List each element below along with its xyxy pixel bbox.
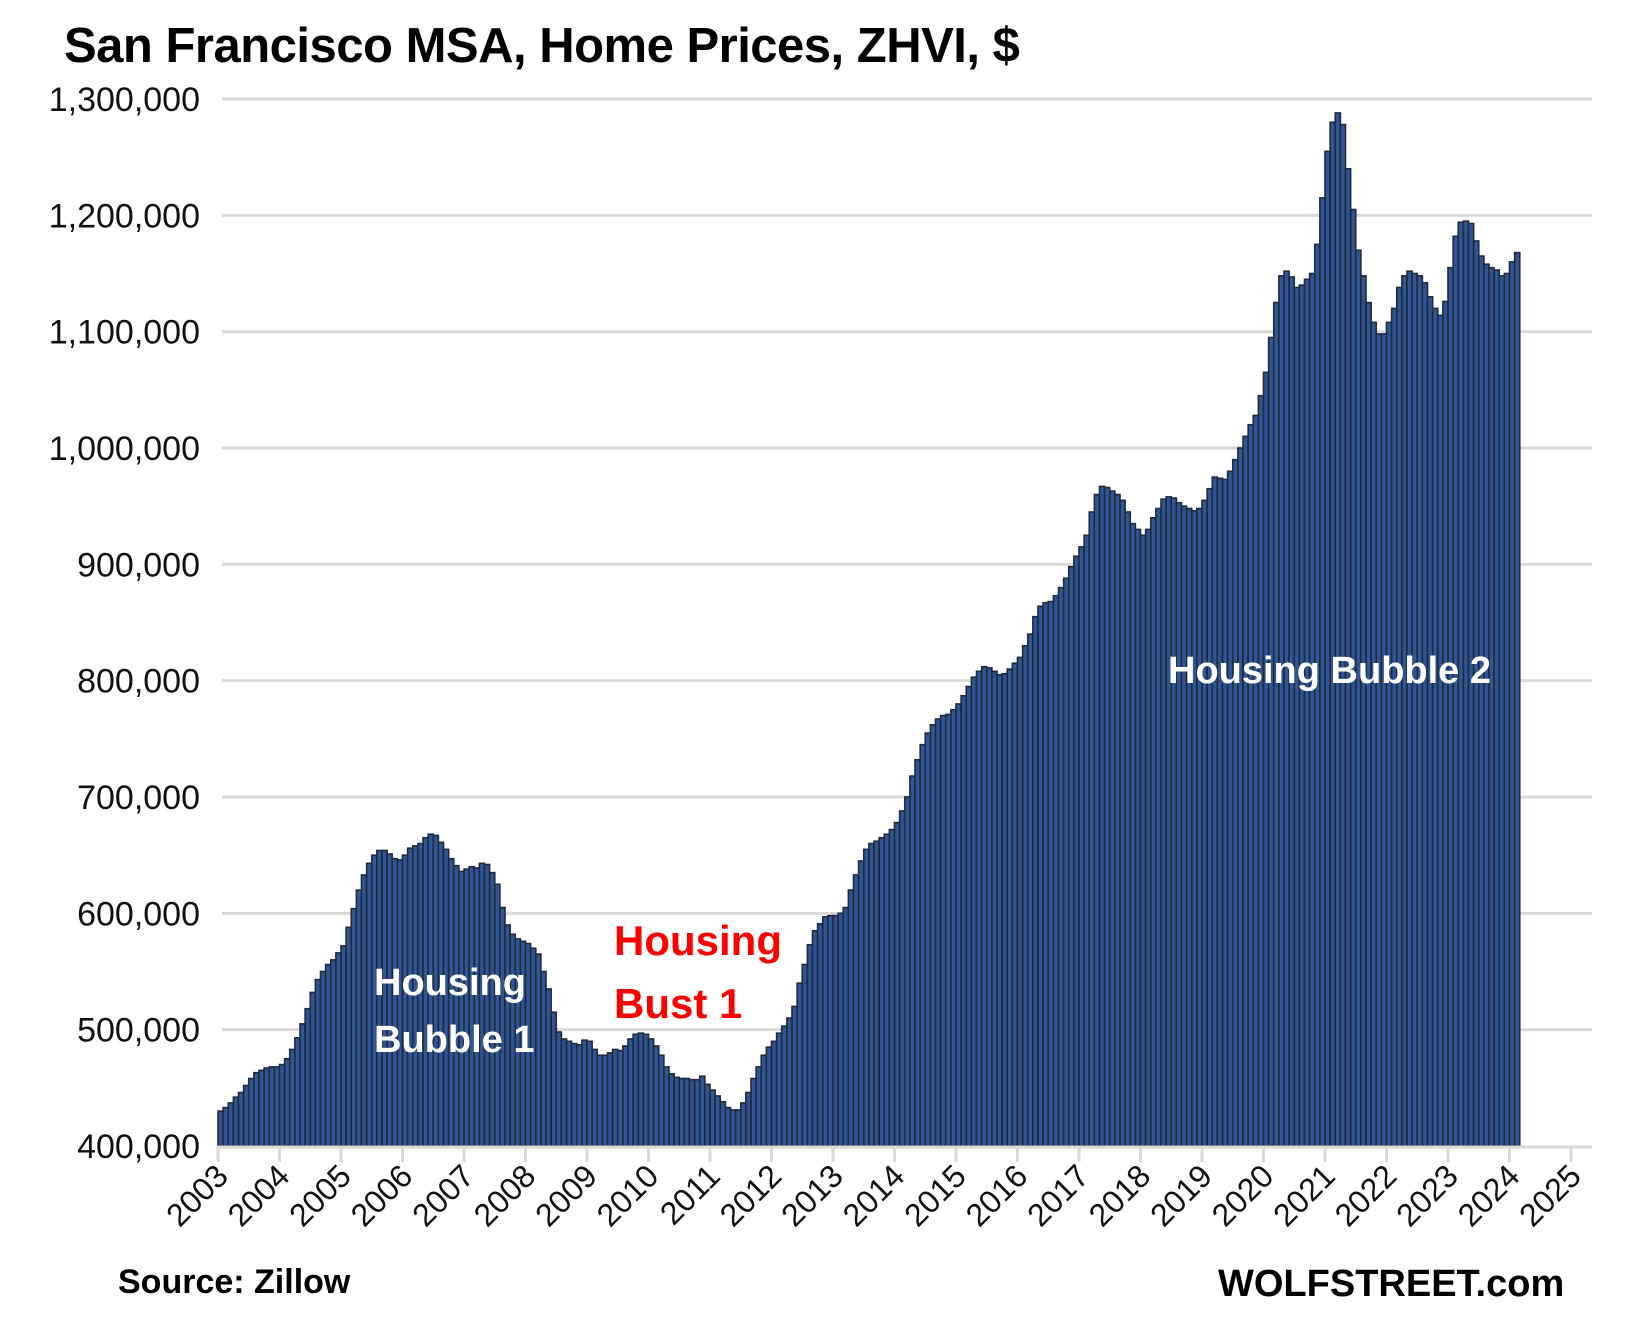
- x-tick-label: 2003: [159, 1157, 235, 1233]
- y-tick-label: 1,100,000: [49, 314, 200, 352]
- y-axis-tick-labels: 400,000 500,000 600,000 700,000 800,000 900,0…: [49, 81, 200, 1166]
- y-tick-label: 800,000: [77, 663, 200, 701]
- x-tick-label: 2014: [836, 1157, 912, 1233]
- x-tick-label: 2025: [1512, 1157, 1588, 1233]
- annotation-housing-bubble-1-line1: Housing: [374, 962, 526, 1004]
- annotation-housing-bust-1-line1: Housing: [614, 917, 782, 964]
- x-tick-label: 2021: [1266, 1157, 1342, 1233]
- bars: [217, 112, 1521, 1147]
- annotation-housing-bust-1-line2: Bust 1: [614, 980, 742, 1027]
- annotation-housing-bubble-2: Housing Bubble 2: [1168, 650, 1491, 692]
- x-axis: [216, 1145, 1592, 1162]
- annotations: Housing Bubble 1 Housing Bust 1 Housing …: [374, 650, 1491, 1061]
- y-tick-label: 1,300,000: [49, 81, 200, 119]
- y-tick-label: 600,000: [77, 895, 200, 933]
- x-tick-label: 2015: [897, 1157, 973, 1233]
- source-note: Source: Zillow: [118, 1263, 351, 1301]
- x-tick-label: 2012: [713, 1157, 789, 1233]
- x-tick-label: 2009: [528, 1157, 604, 1233]
- x-tick-label: 2007: [405, 1157, 481, 1233]
- y-tick-label: 400,000: [77, 1128, 200, 1166]
- x-tick-label: 2004: [221, 1157, 297, 1233]
- x-tick-label: 2006: [344, 1157, 420, 1233]
- x-tick-label: 2023: [1389, 1157, 1465, 1233]
- x-tick-label: 2011: [653, 1157, 727, 1231]
- x-axis-tick-labels: 2003200420052006200720082009201020112012…: [159, 1157, 1588, 1233]
- y-tick-label: 900,000: [77, 546, 200, 584]
- x-tick-label: 2010: [590, 1157, 666, 1233]
- x-tick-label: 2013: [774, 1157, 850, 1233]
- y-tick-label: 700,000: [77, 779, 200, 817]
- x-tick-label: 2017: [1020, 1157, 1096, 1233]
- x-tick-label: 2016: [959, 1157, 1035, 1233]
- credit-note: WOLFSTREET.com: [1218, 1263, 1565, 1305]
- y-tick-label: 1,200,000: [49, 197, 200, 235]
- y-tick-label: 1,000,000: [49, 430, 200, 468]
- x-tick-label: 2020: [1205, 1157, 1281, 1233]
- x-tick-label: 2024: [1451, 1157, 1527, 1233]
- annotation-housing-bubble-1-line2: Bubble 1: [374, 1019, 534, 1061]
- y-tick-label: 500,000: [77, 1012, 200, 1050]
- x-tick-label: 2022: [1328, 1157, 1404, 1233]
- x-tick-label: 2018: [1082, 1157, 1158, 1233]
- x-tick-label: 2019: [1143, 1157, 1219, 1233]
- bar: [1513, 251, 1521, 1147]
- x-tick-label: 2005: [282, 1157, 358, 1233]
- x-tick-label: 2008: [467, 1157, 543, 1233]
- chart-title: San Francisco MSA, Home Prices, ZHVI, $: [64, 19, 1020, 73]
